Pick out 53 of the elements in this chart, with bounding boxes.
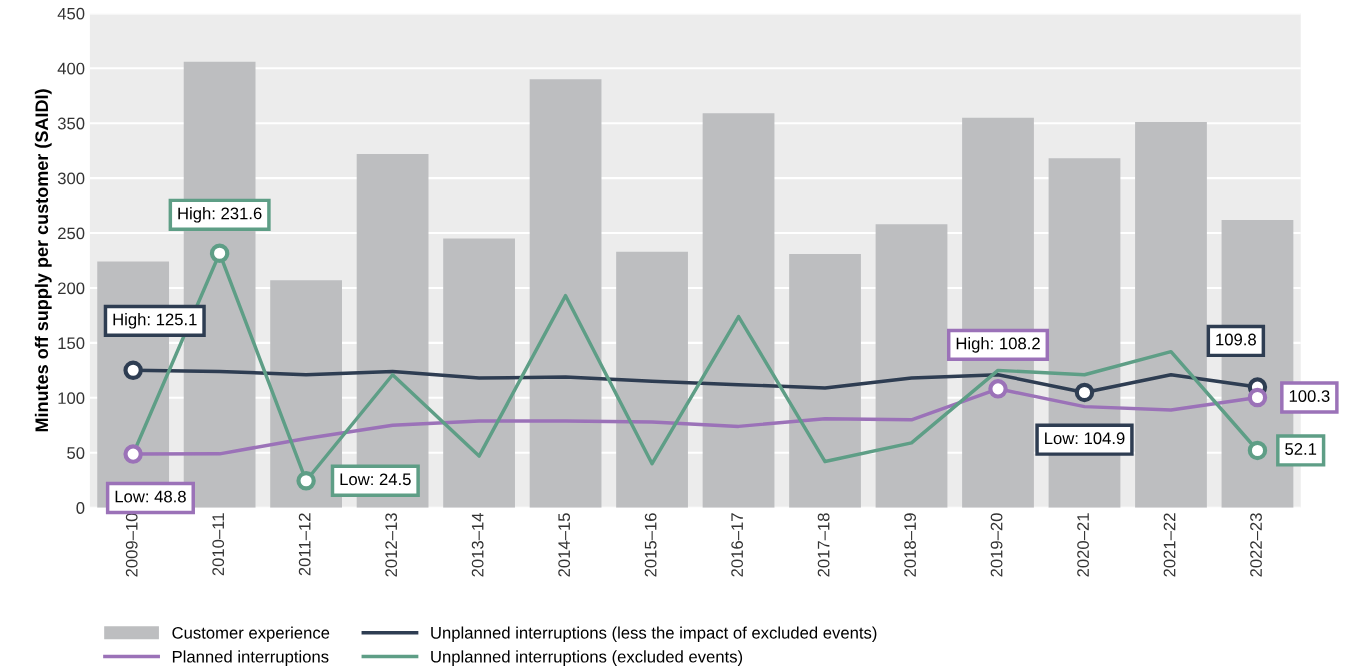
annotation: High: 108.2 bbox=[956, 337, 1040, 353]
bar bbox=[443, 238, 515, 508]
bar bbox=[616, 251, 688, 508]
bar bbox=[875, 224, 948, 508]
x-tick-label: 2015–16 bbox=[644, 513, 657, 577]
x-tick-label: 2021–22 bbox=[1163, 513, 1176, 577]
y-tick-label: 100 bbox=[58, 392, 85, 405]
annotation: Low: 104.9 bbox=[1045, 432, 1125, 445]
y-tick-label: 0 bbox=[76, 502, 85, 514]
point bbox=[1247, 440, 1268, 461]
legend-label: Unplanned interruptions (less the impact of excluded events) bbox=[431, 626, 877, 643]
x-tick-label: 2020–21 bbox=[1077, 513, 1089, 577]
point bbox=[988, 379, 1008, 399]
point bbox=[296, 471, 316, 491]
y-axis-title: Minutes off supply per customer (SAIDI) bbox=[34, 89, 52, 432]
x-tick-label: 2012–13 bbox=[385, 513, 398, 577]
y-tick-label: 450 bbox=[57, 7, 85, 20]
y-tick-label: 250 bbox=[58, 227, 85, 240]
x-tick-label: 2017–18 bbox=[817, 513, 830, 577]
x-tick-label: 2013–14 bbox=[471, 513, 484, 577]
bar bbox=[702, 113, 775, 508]
legend-label: Planned interruptions bbox=[172, 650, 329, 666]
y-tick-label: 50 bbox=[67, 447, 85, 459]
x-tick-label: 2016–17 bbox=[731, 513, 744, 577]
x-tick-label: 2019–20 bbox=[990, 513, 1003, 577]
x-tick-label: 2011–12 bbox=[298, 513, 311, 576]
x-tick-label: 2010–11 bbox=[212, 513, 225, 576]
x-tick-label: 2022–23 bbox=[1250, 513, 1262, 577]
annotation: High: 125.1 bbox=[113, 313, 197, 329]
x-tick-label: 2018–19 bbox=[904, 513, 916, 577]
bar bbox=[529, 79, 602, 508]
annotation: Low: 48.8 bbox=[115, 490, 186, 503]
point bbox=[123, 360, 143, 380]
bar bbox=[789, 253, 861, 508]
legend-label: Unplanned interruptions (excluded events) bbox=[431, 650, 743, 666]
annotation: Low: 24.5 bbox=[340, 473, 411, 486]
point bbox=[123, 444, 143, 464]
x-tick-label: 2014–15 bbox=[558, 513, 571, 577]
y-tick-label: 350 bbox=[57, 117, 85, 130]
point bbox=[1074, 382, 1095, 403]
x-tick-label: 2009–10 bbox=[125, 513, 138, 577]
annotation: 100.3 bbox=[1289, 390, 1330, 402]
y-tick-label: 400 bbox=[57, 62, 85, 75]
y-tick-label: 150 bbox=[58, 337, 85, 350]
annotation: High: 231.6 bbox=[178, 207, 262, 223]
y-tick-label: 300 bbox=[57, 172, 85, 185]
bar bbox=[1135, 122, 1207, 508]
y-tick-label: 200 bbox=[58, 282, 85, 295]
annotation: 52.1 bbox=[1285, 443, 1317, 455]
point bbox=[1247, 387, 1268, 408]
annotation: 109.8 bbox=[1216, 333, 1256, 346]
legend-label: Customer experience bbox=[172, 626, 330, 643]
point bbox=[209, 243, 230, 263]
